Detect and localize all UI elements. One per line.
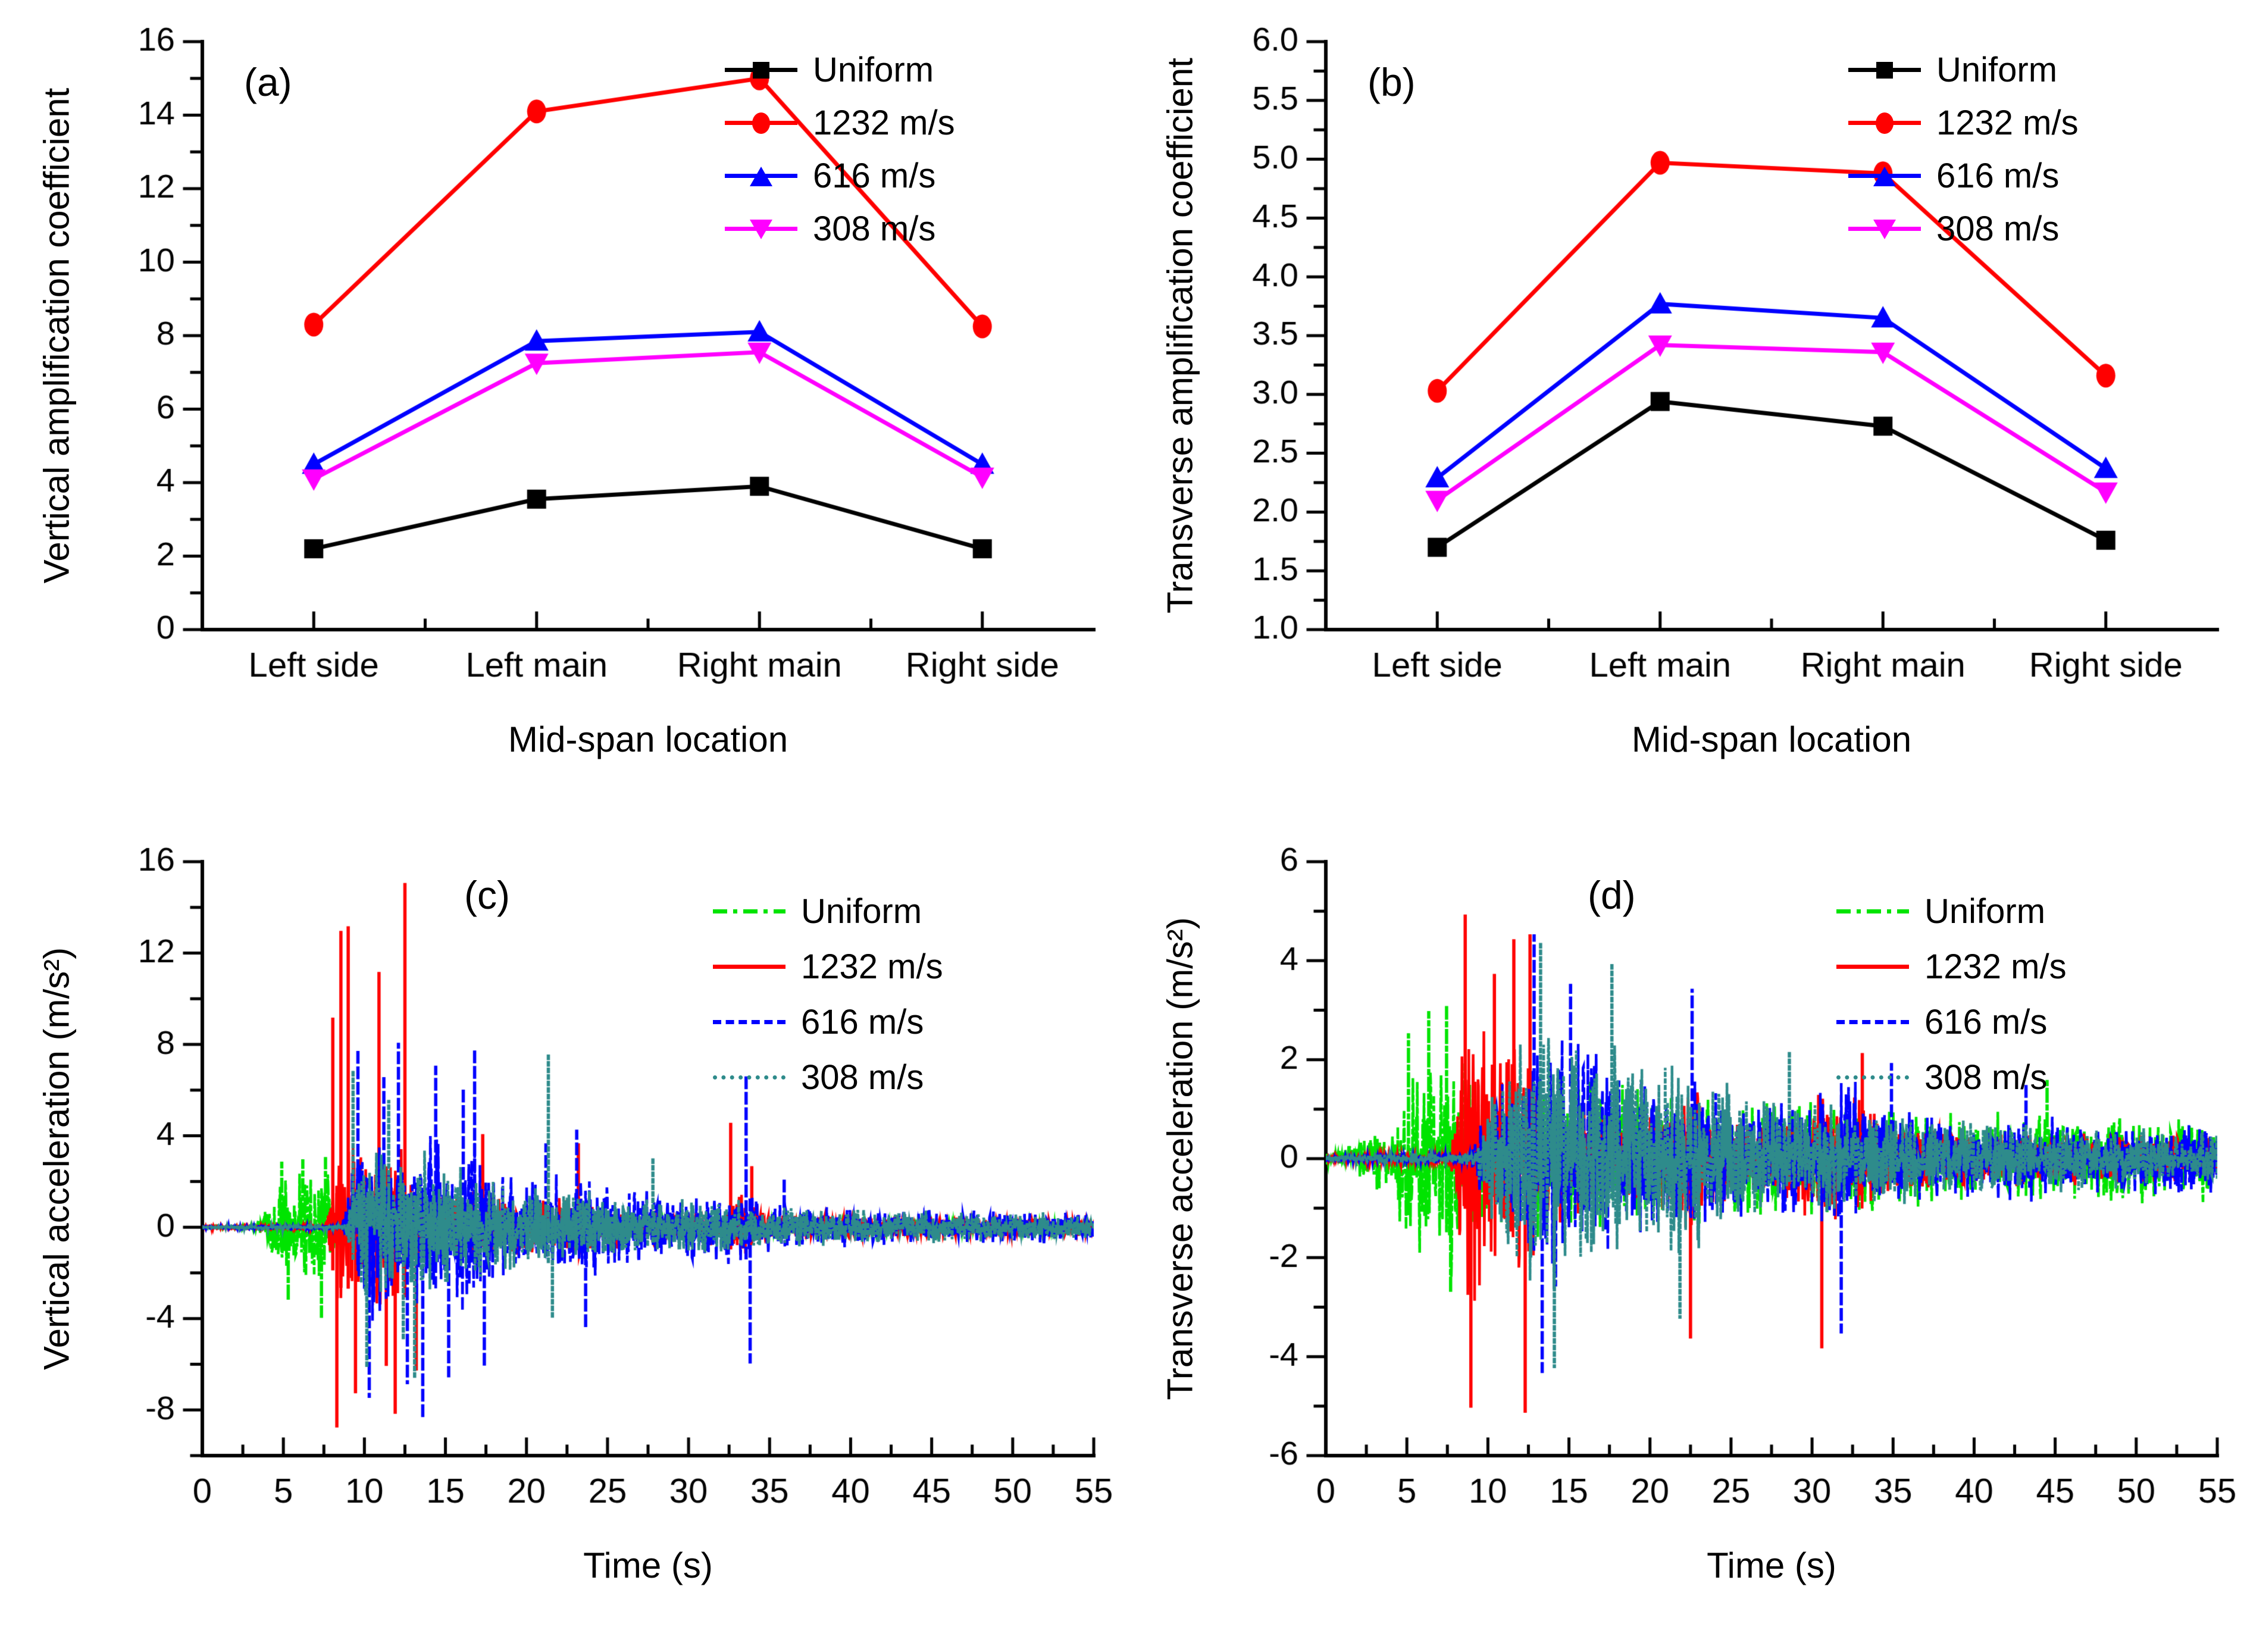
legend-label: 1232 m/s xyxy=(1936,104,2079,142)
legend-label: Uniform xyxy=(1924,892,2046,931)
legend-line xyxy=(725,217,797,241)
x-axis-title-d: Time (s) xyxy=(1707,1545,1836,1585)
panel-label-b: (b) xyxy=(1367,60,1416,104)
y-axis-title-c: Vertical acceleration (m/s²) xyxy=(36,947,77,1371)
legend-label: Uniform xyxy=(1936,51,2058,89)
vertical-amplification-chart-canvas xyxy=(0,0,1124,826)
legend-label: 1232 m/s xyxy=(813,104,955,142)
legend-line-solid-icon xyxy=(713,955,785,979)
legend-item: Uniform xyxy=(1836,891,2067,931)
panel-d: (d) Transverse acceleration (m/s²) Time … xyxy=(1124,826,2247,1652)
legend-label: Uniform xyxy=(801,892,922,931)
y-axis-title-a: Vertical amplification coefficient xyxy=(36,87,77,584)
legend-line-dashed-icon xyxy=(713,1010,785,1034)
legend-item: 616 m/s xyxy=(1848,156,2079,196)
legend-line-dashdot-icon xyxy=(1836,900,1909,924)
legend-label: Uniform xyxy=(813,51,934,89)
legend-marker-circle-icon xyxy=(1876,112,1894,134)
legend-a: Uniform 1232 m/s 616 m/s 308 m/s xyxy=(725,50,955,262)
transverse-amplification-chart-canvas xyxy=(1124,0,2247,826)
legend-marker-square-icon xyxy=(753,61,769,79)
legend-marker-triangle-up-icon xyxy=(1873,166,1896,186)
legend-label: 616 m/s xyxy=(1924,1003,2048,1041)
legend-item: Uniform xyxy=(713,891,943,931)
legend-item: 1232 m/s xyxy=(725,103,955,143)
legend-label: 308 m/s xyxy=(1924,1058,2048,1097)
legend-item: 1232 m/s xyxy=(1848,103,2079,143)
legend-item: Uniform xyxy=(725,50,955,90)
legend-line-solid-icon xyxy=(1836,955,1909,979)
legend-label: 616 m/s xyxy=(813,157,936,195)
transverse-acceleration-chart-canvas xyxy=(1124,826,2247,1652)
vertical-acceleration-chart-canvas xyxy=(0,826,1124,1652)
panel-c: (c) Vertical acceleration (m/s²) Time (s… xyxy=(0,826,1124,1652)
legend-line xyxy=(725,111,797,135)
panel-label-d: (d) xyxy=(1588,873,1636,917)
legend-line xyxy=(1848,164,1921,188)
legend-item: Uniform xyxy=(1848,50,2079,90)
legend-item: 308 m/s xyxy=(725,209,955,249)
y-axis-title-d: Transverse acceleration (m/s²) xyxy=(1160,917,1200,1400)
legend-label: 308 m/s xyxy=(1936,209,2060,248)
legend-line xyxy=(1848,58,1921,82)
legend-line xyxy=(1848,217,1921,241)
panel-b: (b) Transverse amplification coefficient… xyxy=(1124,0,2247,826)
panel-label-c: (c) xyxy=(464,873,510,917)
legend-line-dashdot-icon xyxy=(713,900,785,924)
legend-marker-square-icon xyxy=(1876,61,1893,79)
legend-marker-triangle-up-icon xyxy=(750,166,772,186)
legend-line xyxy=(1848,111,1921,135)
legend-c: Uniform 1232 m/s 616 m/s 308 m/s xyxy=(713,891,943,1113)
legend-item: 308 m/s xyxy=(1848,209,2079,249)
legend-line-dashed-icon xyxy=(1836,1010,1909,1034)
legend-item: 308 m/s xyxy=(713,1057,943,1097)
legend-item: 1232 m/s xyxy=(713,947,943,987)
legend-label: 1232 m/s xyxy=(801,947,943,986)
legend-item: 616 m/s xyxy=(1836,1002,2067,1042)
legend-item: 1232 m/s xyxy=(1836,947,2067,987)
panel-label-a: (a) xyxy=(244,60,292,104)
legend-line xyxy=(725,58,797,82)
legend-label: 1232 m/s xyxy=(1924,947,2067,986)
legend-marker-circle-icon xyxy=(752,112,770,134)
legend-line xyxy=(725,164,797,188)
legend-item: 616 m/s xyxy=(713,1002,943,1042)
y-axis-title-b: Transverse amplification coefficient xyxy=(1160,58,1200,614)
x-axis-title-b: Mid-span location xyxy=(1631,719,1912,759)
legend-label: 308 m/s xyxy=(801,1058,924,1097)
x-axis-title-a: Mid-span location xyxy=(508,719,788,759)
legend-item: 308 m/s xyxy=(1836,1057,2067,1097)
legend-marker-triangle-down-icon xyxy=(750,219,772,239)
legend-b: Uniform 1232 m/s 616 m/s 308 m/s xyxy=(1848,50,2079,262)
panel-a: (a) Vertical amplification coefficient M… xyxy=(0,0,1124,826)
legend-line-dotted-icon xyxy=(1836,1066,1909,1090)
legend-item: 616 m/s xyxy=(725,156,955,196)
x-axis-title-c: Time (s) xyxy=(583,1545,713,1585)
legend-line-dotted-icon xyxy=(713,1066,785,1090)
legend-label: 308 m/s xyxy=(813,209,936,248)
legend-d: Uniform 1232 m/s 616 m/s 308 m/s xyxy=(1836,891,2067,1113)
legend-label: 616 m/s xyxy=(1936,157,2060,195)
legend-marker-triangle-down-icon xyxy=(1873,219,1896,239)
legend-label: 616 m/s xyxy=(801,1003,924,1041)
